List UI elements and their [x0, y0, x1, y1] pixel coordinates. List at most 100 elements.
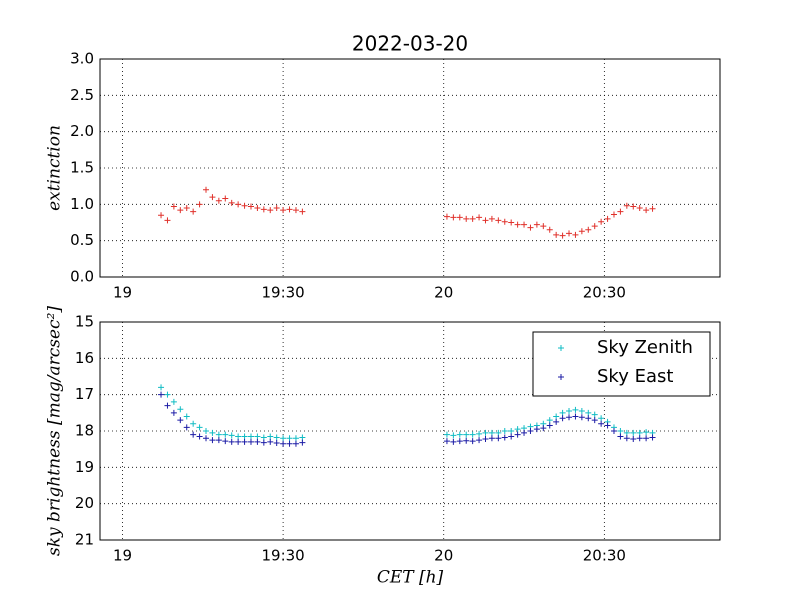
x-tick-label: 20: [434, 547, 453, 565]
data-point: [299, 434, 306, 441]
data-point: [482, 217, 489, 224]
data-point: [267, 438, 274, 445]
data-point: [292, 435, 299, 442]
data-point: [572, 413, 579, 420]
data-point: [299, 208, 306, 215]
data-point: [241, 433, 248, 440]
y-tick-label: 3.0: [70, 50, 94, 68]
x-tick-label: 20:30: [583, 284, 626, 302]
data-point: [476, 437, 483, 444]
data-point: [598, 420, 605, 427]
legend-marker: [558, 345, 564, 351]
data-point: [649, 205, 656, 212]
x-tick-label: 19: [113, 547, 132, 565]
data-point: [521, 429, 528, 436]
data-point: [559, 409, 566, 416]
legend-label: Sky East: [597, 366, 673, 387]
data-point: [286, 440, 293, 447]
data-point: [643, 207, 650, 214]
legend-marker: [558, 374, 564, 380]
data-point: [617, 433, 624, 440]
data-point: [546, 422, 553, 429]
data-point: [643, 435, 650, 442]
data-point: [604, 422, 611, 429]
data-point: [190, 208, 197, 215]
data-point: [235, 433, 242, 440]
data-point: [273, 439, 280, 446]
data-point: [260, 434, 267, 441]
data-point: [164, 402, 171, 409]
data-point: [196, 201, 203, 208]
data-point: [546, 226, 553, 233]
x-tick-label: 19: [113, 284, 132, 302]
data-point: [247, 433, 254, 440]
x-axis-label: CET [h]: [377, 568, 444, 588]
y-tick-label: 19: [75, 458, 94, 476]
plot-frame: [99, 58, 721, 278]
data-point: [572, 406, 579, 413]
data-point: [158, 384, 165, 391]
data-point: [533, 426, 540, 433]
x-tick-label: 19:30: [261, 547, 304, 565]
data-point: [463, 437, 470, 444]
y-tick-label: 0.5: [70, 231, 94, 249]
data-point: [235, 438, 242, 445]
data-point: [273, 204, 280, 211]
data-point: [508, 219, 515, 226]
data-point: [158, 391, 165, 398]
data-point: [514, 221, 521, 228]
data-point: [636, 204, 643, 211]
y-tick-label: 1.5: [70, 159, 94, 177]
data-point: [286, 435, 293, 442]
data-point: [177, 207, 184, 214]
data-point: [183, 413, 190, 420]
data-point: [254, 433, 261, 440]
data-point: [247, 203, 254, 210]
data-point: [630, 435, 637, 442]
data-point: [598, 415, 605, 422]
data-point: [540, 425, 547, 432]
data-point: [203, 435, 210, 442]
data-point: [501, 218, 508, 225]
data-point: [235, 201, 242, 208]
x-tick-label: 20:30: [583, 547, 626, 565]
data-point: [241, 202, 248, 209]
data-point: [501, 428, 508, 434]
data-point: [222, 431, 229, 438]
data-point: [203, 186, 210, 193]
data-point: [553, 231, 560, 238]
data-point: [533, 221, 540, 228]
data-point: [495, 435, 502, 442]
data-point: [469, 431, 476, 438]
data-point: [591, 417, 598, 424]
data-point: [591, 223, 598, 230]
y-tick-label: 18: [75, 422, 94, 440]
data-point: [164, 391, 171, 398]
data-point: [578, 414, 585, 421]
data-point: [501, 434, 508, 441]
data-point: [495, 217, 502, 224]
data-point: [247, 438, 254, 445]
data-point: [630, 429, 637, 436]
data-point: [559, 232, 566, 239]
data-point: [273, 434, 280, 441]
data-point: [623, 202, 630, 209]
data-point: [578, 228, 585, 235]
data-point: [514, 431, 521, 438]
data-point: [585, 226, 592, 233]
data-point: [260, 439, 267, 446]
data-point: [623, 435, 630, 442]
data-point: [521, 221, 528, 228]
data-point: [585, 415, 592, 422]
data-point: [164, 217, 171, 224]
data-point: [476, 214, 483, 221]
data-point: [591, 411, 598, 418]
data-point: [228, 432, 235, 439]
data-point: [617, 208, 624, 215]
y-tick-label: 15: [75, 313, 94, 331]
data-point: [222, 438, 229, 445]
data-point: [228, 199, 235, 206]
data-point: [572, 231, 579, 238]
data-point: [267, 433, 274, 440]
data-point: [190, 420, 197, 427]
